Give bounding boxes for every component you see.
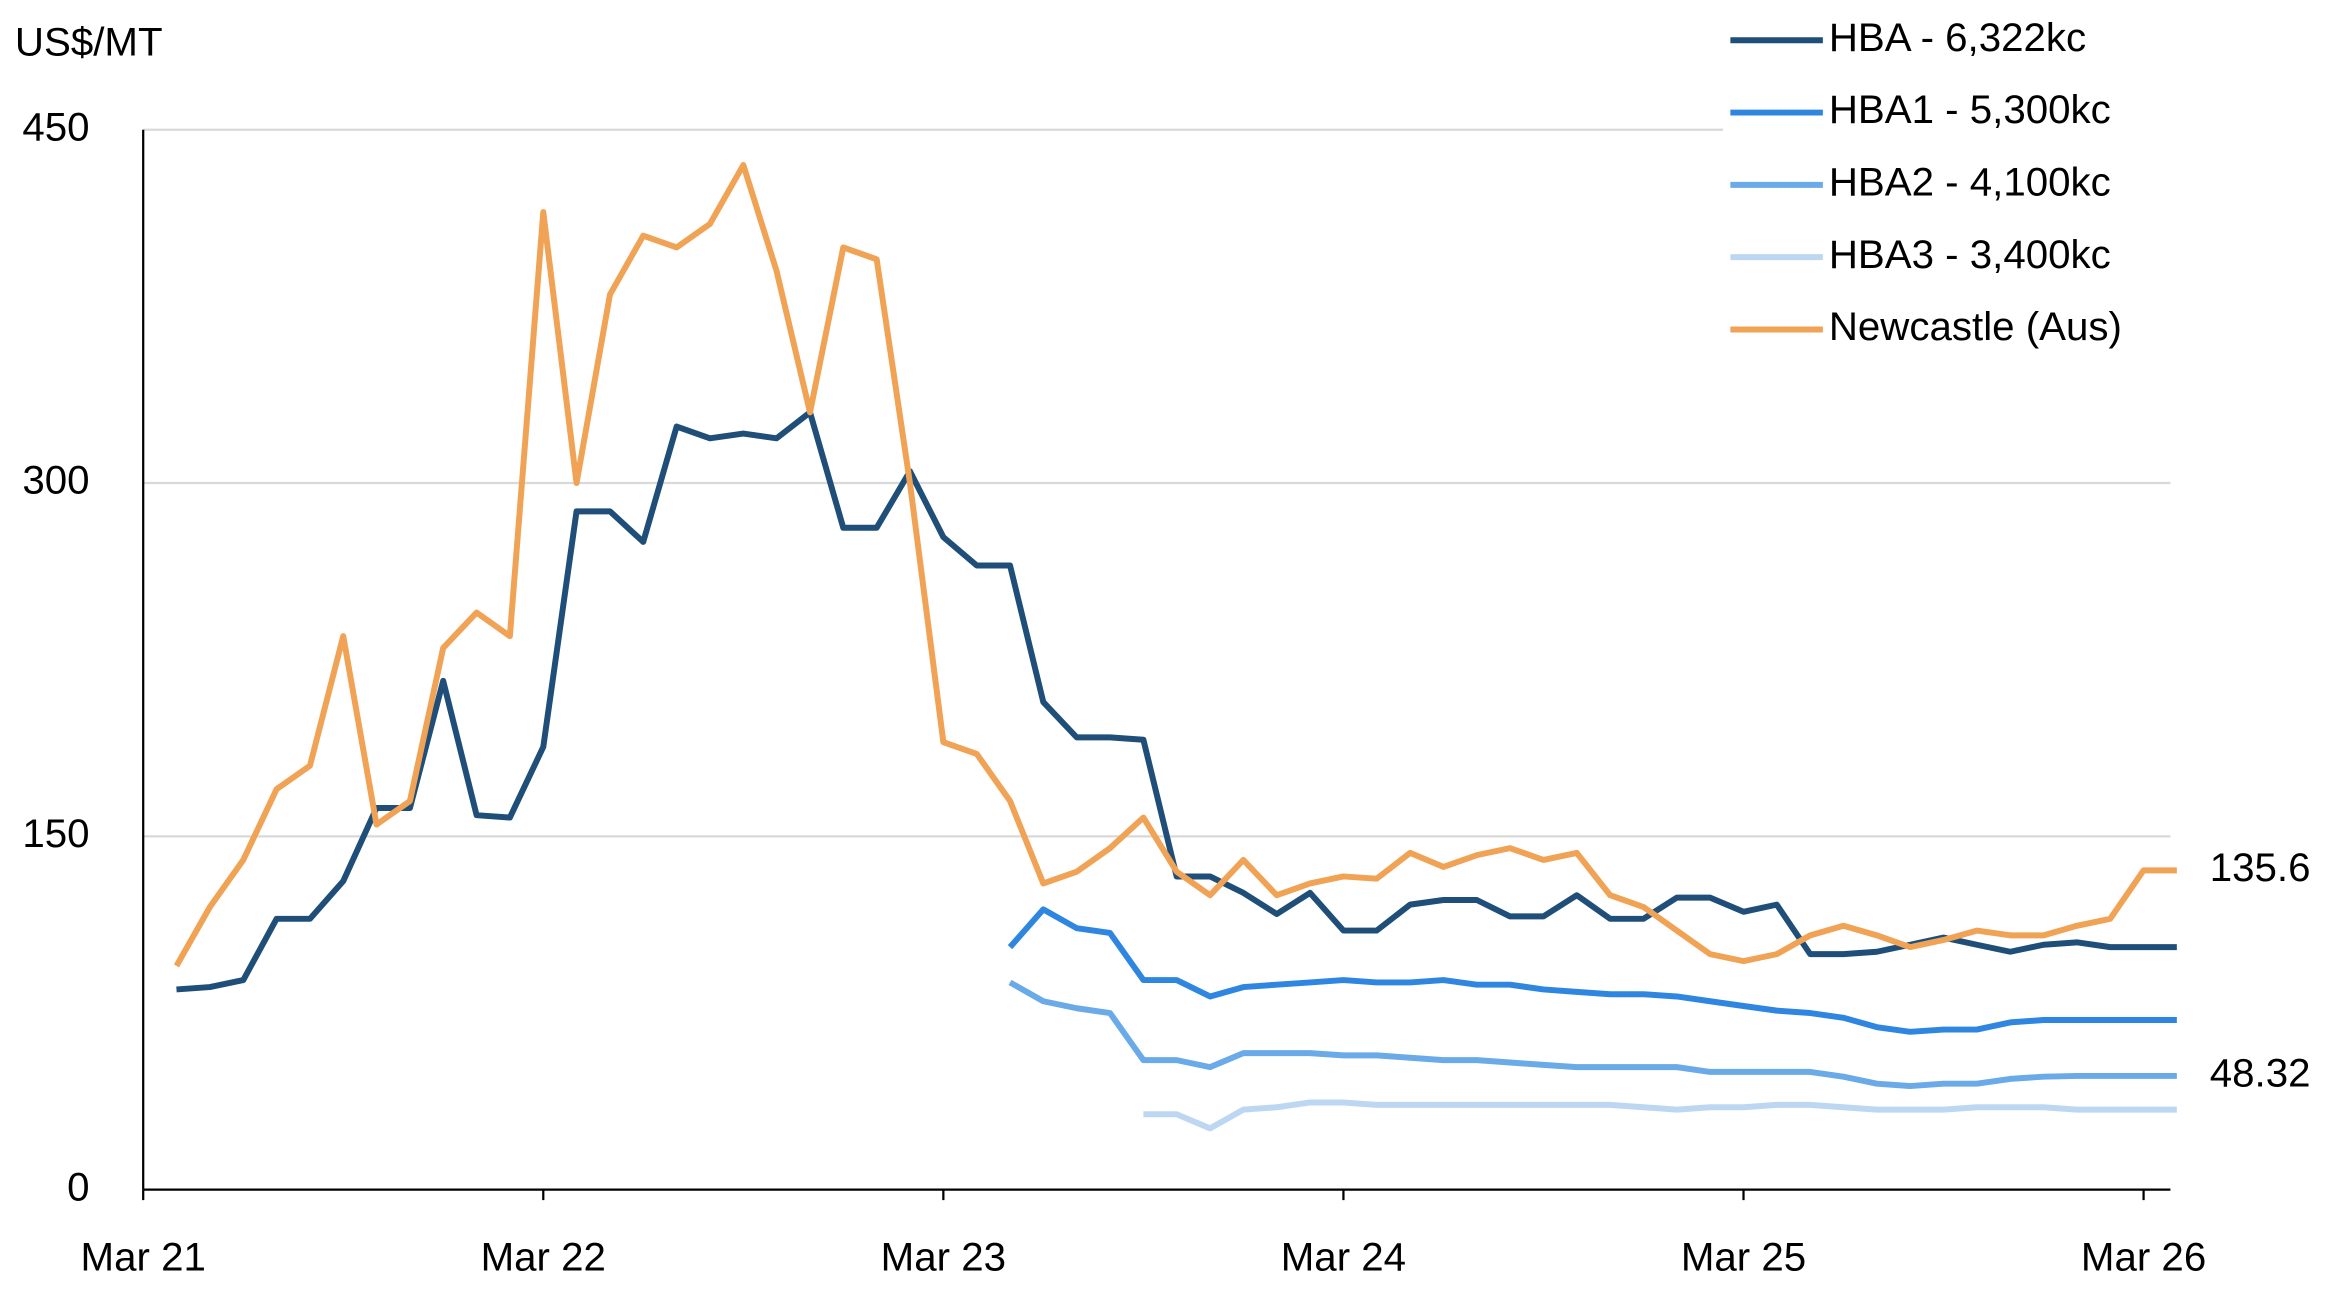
legend-label: HBA - 6,322kc <box>1829 15 2086 60</box>
series-line <box>1008 979 2177 1090</box>
x-tick-label: Mar 21 <box>81 1234 206 1279</box>
legend-label: HBA2 - 4,100kc <box>1829 160 2111 205</box>
y-axis-label: US$/MT <box>15 19 163 64</box>
y-tick-label: 300 <box>22 458 89 503</box>
x-tick-label: Mar 25 <box>1681 1234 1806 1279</box>
series-line <box>1007 906 2177 1035</box>
series-line <box>1143 1099 2177 1132</box>
legend-label: Newcastle (Aus) <box>1829 304 2122 349</box>
x-tick-label: Mar 24 <box>1281 1234 1406 1279</box>
x-tick-label: Mar 23 <box>881 1234 1006 1279</box>
x-tick-label: Mar 26 <box>2081 1234 2206 1279</box>
y-tick-label: 450 <box>22 104 89 149</box>
series-line <box>176 409 2177 993</box>
x-tick-label: Mar 22 <box>481 1234 606 1279</box>
series-line <box>173 162 2177 968</box>
legend-label: HBA1 - 5,300kc <box>1829 87 2111 132</box>
y-tick-label: 150 <box>22 811 89 856</box>
data-label: 135.6 <box>2210 845 2311 890</box>
y-tick-label: 0 <box>67 1164 89 1209</box>
legend-label: HBA3 - 3,400kc <box>1829 232 2111 277</box>
data-label: 48.32 <box>2210 1051 2311 1096</box>
